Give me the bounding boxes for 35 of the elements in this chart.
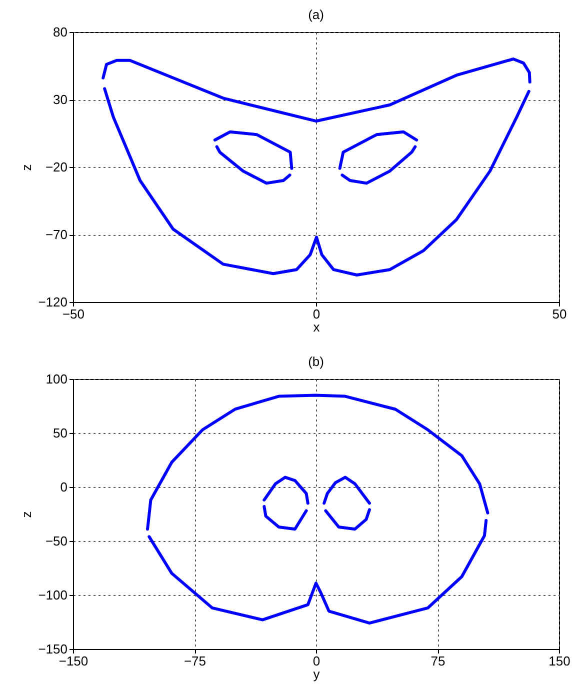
- line-series: [262, 476, 310, 505]
- line-series: [324, 508, 371, 531]
- line-series: [102, 58, 532, 123]
- line-series: [213, 130, 294, 170]
- line-series: [146, 394, 490, 531]
- chart-title: (a): [308, 7, 324, 22]
- x-tick-label: 0: [312, 654, 320, 668]
- y-tick-label: −70: [45, 227, 68, 242]
- y-tick-label: 0: [60, 480, 68, 494]
- line-series: [148, 518, 488, 625]
- line-series: [338, 130, 418, 170]
- x-tick-label: 50: [552, 306, 567, 322]
- line-series: [103, 87, 530, 276]
- y-tick-label: 100: [46, 372, 68, 386]
- x-axis-title: y: [313, 666, 320, 682]
- y-tick-label: −20: [45, 160, 68, 174]
- line-series: [340, 145, 417, 185]
- line-series: [215, 145, 292, 185]
- y-axis-title: z: [19, 164, 34, 171]
- y-axis-title: z: [19, 511, 34, 518]
- y-tick-label: 80: [53, 24, 68, 40]
- x-axis-title: x: [313, 320, 320, 334]
- y-tick-label: −120: [38, 294, 68, 310]
- x-tick-label: 150: [548, 654, 570, 668]
- y-tick-label: −50: [45, 534, 68, 548]
- y-tick-label: 50: [53, 426, 68, 440]
- y-tick-label: −100: [38, 588, 68, 602]
- line-series: [262, 504, 308, 531]
- x-tick-label: 75: [430, 654, 446, 668]
- y-tick-label: 30: [53, 92, 68, 107]
- chart-title: (b): [308, 354, 324, 369]
- x-tick-label: −75: [184, 654, 206, 668]
- x-tick-label: 0: [312, 306, 320, 322]
- y-tick-label: −150: [38, 642, 68, 656]
- line-series: [322, 476, 371, 505]
